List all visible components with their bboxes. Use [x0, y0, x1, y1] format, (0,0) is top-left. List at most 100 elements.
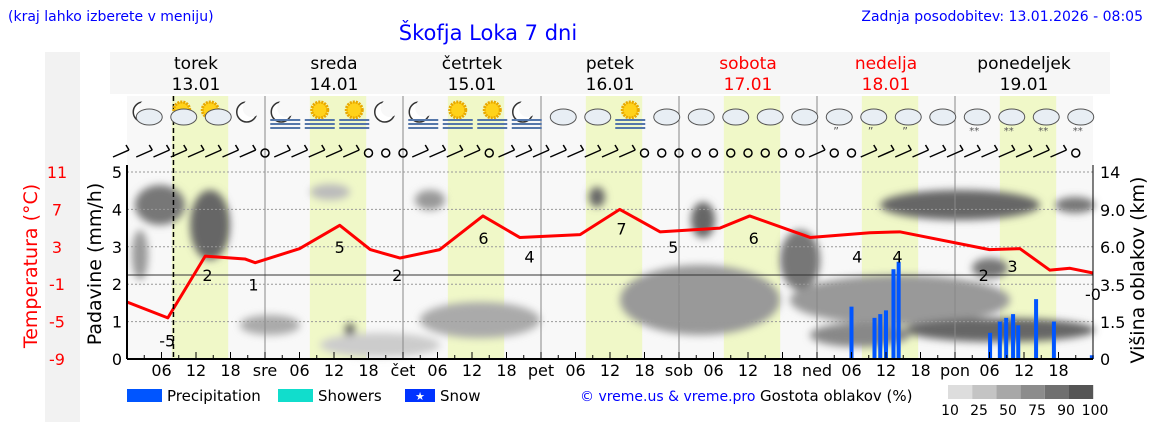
barb-shaft — [308, 149, 326, 158]
last-update: Zadnja posodobitev: 13.01.2026 - 08:05 — [861, 9, 1143, 25]
day-name: petek — [586, 54, 634, 74]
wind-barb-icon — [998, 144, 1016, 158]
cloud-shape — [135, 108, 163, 126]
temperature-label: 4 — [524, 247, 534, 266]
cloud-snow-icon: ** — [1032, 108, 1060, 137]
barb-flag — [303, 144, 309, 151]
barb-flag — [924, 144, 930, 151]
barb-shaft — [325, 149, 343, 158]
day-date: 16.01 — [586, 75, 635, 95]
barb-flag — [441, 144, 447, 151]
barb-flag — [200, 144, 205, 151]
barb-flag — [148, 144, 153, 151]
barb-flag — [459, 144, 464, 151]
barb-flag — [321, 144, 326, 151]
barb-shaft — [618, 149, 636, 158]
wind-barb-icon — [411, 144, 429, 158]
barb-flag — [597, 144, 602, 151]
copyright-link[interactable]: © vreme.us & vreme.pro — [580, 389, 755, 405]
cloud-shape — [963, 108, 991, 126]
wind-barb-icon — [1015, 144, 1033, 158]
cloud-height-tick-label: 3.5 — [1100, 276, 1125, 295]
barb-shaft — [860, 149, 878, 158]
x-tick-label: 06 — [289, 361, 309, 380]
x-tick-label: sre — [253, 361, 277, 380]
cloud-icon — [756, 108, 784, 126]
x-tick-label: 06 — [841, 361, 861, 380]
precip-bar — [1004, 317, 1009, 359]
moon-icon — [374, 99, 399, 123]
legend-showers-label: Showers — [318, 387, 382, 405]
moon-cut — [518, 99, 537, 117]
wind-barb-icon — [981, 144, 999, 158]
precipitation-axis-title: Padavine (mm/h) — [84, 183, 106, 346]
barb-shaft — [1015, 149, 1033, 158]
rain-drops: ” — [868, 125, 874, 138]
day-date: 14.01 — [310, 75, 359, 95]
cloud-shape — [860, 108, 888, 126]
location-hint[interactable]: (kraj lahko izberete v meniju) — [8, 9, 214, 25]
barb-shaft — [877, 149, 895, 158]
wind-calm-icon — [484, 148, 494, 158]
barb-shaft — [567, 149, 584, 158]
wind-barb-icon — [308, 144, 326, 158]
rain-drops: ” — [902, 125, 908, 138]
cloud-height-axis-title: Višina oblakov (km) — [1127, 177, 1149, 364]
snow-flakes: ** — [1073, 126, 1083, 137]
wind-barb-icon — [446, 144, 464, 158]
legend-snow-swatch — [405, 389, 435, 402]
wind-calm-icon — [381, 148, 391, 158]
x-tick-label: 06 — [565, 361, 585, 380]
precip-bar — [872, 317, 877, 359]
temp-tick-label: 3 — [52, 238, 62, 257]
wind-barb-icon — [1032, 144, 1050, 158]
cloud-shape — [756, 108, 784, 126]
barb-flag — [1011, 144, 1016, 151]
precip-tick-label: 3 — [112, 238, 122, 257]
x-tick-label: 18 — [496, 361, 516, 380]
wind-barb-icon — [112, 144, 130, 158]
temperature-label: 6 — [478, 229, 488, 248]
barb-flag — [424, 144, 429, 151]
temp-tick-label: -5 — [49, 313, 65, 332]
density-swatch — [948, 385, 973, 399]
sun-shape — [448, 100, 468, 120]
precip-tick-label: 0 — [112, 350, 122, 369]
wind-calm-icon — [674, 148, 684, 158]
cloud-height-tick-label: 6.0 — [1100, 238, 1125, 257]
day-name: ponedeljek — [977, 54, 1071, 74]
barb-shaft — [946, 149, 964, 158]
temperature-label: 3 — [1007, 257, 1017, 276]
barb-shaft — [187, 149, 205, 158]
x-tick-label: 18 — [772, 361, 792, 380]
density-swatch — [1069, 385, 1094, 399]
barb-shaft — [894, 149, 912, 158]
legend-precipitation-label: Precipitation — [167, 387, 261, 405]
barb-shaft — [912, 149, 929, 158]
cloud-icon — [929, 108, 957, 126]
cloud-shape — [653, 108, 681, 126]
cloud-density-field — [132, 184, 1095, 357]
barb-flag — [890, 144, 895, 151]
barb-shaft — [411, 149, 429, 158]
page-title: Škofja Loka 7 dni — [399, 20, 577, 45]
day-header-bg — [110, 52, 1110, 94]
cloud-shape — [791, 108, 819, 126]
x-tick-label: 12 — [738, 361, 758, 380]
legend: Precipitation Showers ★ Snow © vreme.us … — [127, 385, 1108, 419]
cloud-height-tick-label: 14 — [1100, 163, 1120, 182]
precip-tick-label: 2 — [112, 275, 122, 294]
cloud-snow-icon: ** — [998, 108, 1026, 137]
x-tick-label: sob — [665, 361, 693, 380]
barb-flag — [942, 144, 947, 151]
barb-flag — [234, 144, 240, 151]
wind-barb-icon — [291, 144, 309, 158]
wind-barb-icon — [549, 144, 567, 158]
cloud-shape — [170, 108, 198, 126]
temperature-label: 7 — [616, 219, 626, 238]
precip-bar — [1089, 355, 1094, 359]
wind-barb-icon — [498, 144, 516, 158]
cloud-icon — [687, 108, 715, 126]
x-tick-label: 12 — [186, 361, 206, 380]
barb-shaft — [429, 149, 446, 158]
